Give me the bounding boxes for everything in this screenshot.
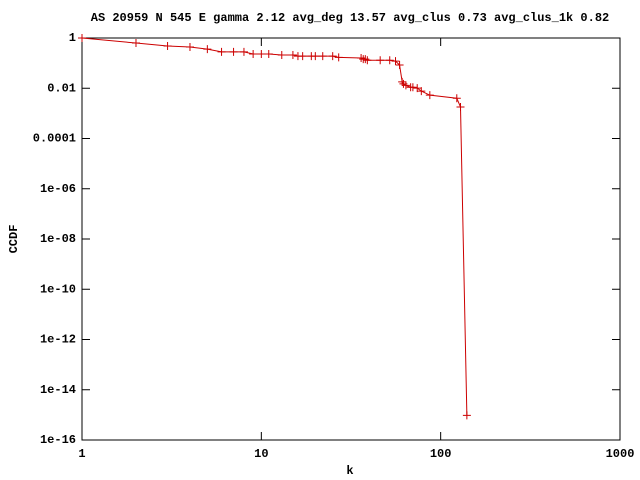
y-tick-label: 1e-08 — [40, 232, 76, 246]
data-point — [385, 56, 394, 65]
data-point — [408, 83, 417, 92]
x-tick-label: 100 — [430, 447, 452, 461]
data-point — [462, 411, 471, 420]
x-tick-label: 1 — [78, 447, 85, 461]
y-tick-label: 1e-14 — [40, 383, 76, 397]
data-point — [395, 61, 404, 70]
data-point — [328, 52, 337, 61]
x-tick-label: 10 — [254, 447, 268, 461]
data-point — [401, 81, 410, 90]
data-point — [163, 42, 172, 51]
plot-frame — [81, 37, 621, 441]
y-tick-label: 1 — [69, 31, 76, 45]
data-point — [298, 52, 307, 61]
data-point — [277, 51, 286, 60]
data-line — [81, 37, 468, 416]
x-axis-label: k — [346, 464, 353, 478]
data-point — [363, 56, 372, 65]
data-point — [217, 47, 226, 56]
data-point — [456, 102, 465, 111]
y-tick-label: 1e-06 — [40, 182, 76, 196]
data-point — [229, 47, 238, 56]
data-point — [78, 34, 86, 42]
data-point — [391, 57, 400, 66]
data-point — [249, 50, 258, 59]
data-point — [257, 50, 266, 59]
data-point — [203, 45, 212, 54]
data-point — [318, 52, 327, 61]
data-point — [417, 87, 426, 96]
data-point — [311, 52, 320, 61]
data-point — [264, 50, 273, 59]
y-tick-label: 1e-16 — [40, 433, 76, 447]
data-point — [334, 53, 343, 62]
data-point — [413, 84, 422, 93]
y-tick-label: 0.01 — [47, 81, 76, 95]
chart-title: AS 20959 N 545 E gamma 2.12 avg_deg 13.5… — [91, 11, 609, 25]
data-point — [239, 47, 248, 56]
data-point — [452, 94, 461, 103]
data-point — [398, 77, 407, 86]
y-tick-label: 1e-12 — [40, 333, 76, 347]
y-tick-label: 0.0001 — [33, 132, 76, 146]
data-point — [185, 42, 194, 51]
y-axis-label: CCDF — [7, 225, 21, 254]
x-tick-label: 1000 — [606, 447, 635, 461]
data-point — [361, 55, 370, 64]
data-point — [425, 91, 434, 100]
data-point — [288, 51, 297, 60]
y-tick-label: 1e-10 — [40, 282, 76, 296]
data-point — [357, 53, 366, 62]
data-point — [376, 56, 385, 65]
data-point — [131, 39, 140, 48]
